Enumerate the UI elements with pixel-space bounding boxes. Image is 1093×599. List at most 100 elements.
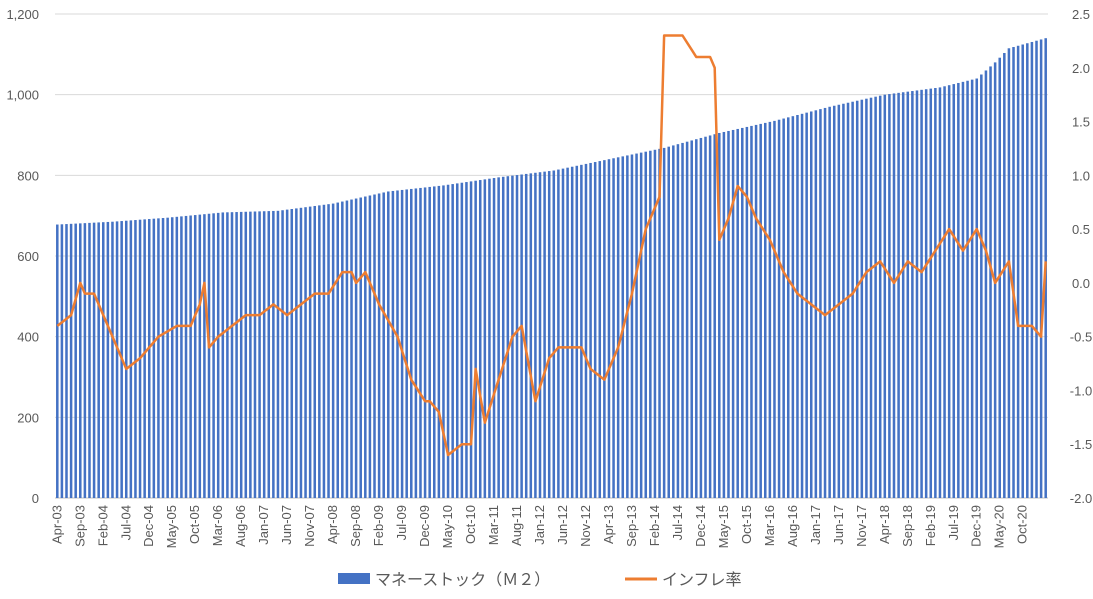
bar	[764, 122, 767, 499]
bar	[488, 178, 491, 498]
bar	[368, 195, 372, 498]
inflation-line	[56, 34, 1047, 457]
bar	[805, 112, 808, 498]
bar	[428, 186, 431, 498]
bar	[354, 198, 358, 498]
bar	[216, 212, 220, 498]
x-tick-label: Sep-18	[900, 505, 915, 547]
bar	[299, 207, 303, 498]
bar	[662, 147, 666, 498]
bar	[497, 177, 500, 498]
bar	[506, 176, 510, 499]
bar	[855, 100, 859, 498]
bar	[690, 140, 693, 498]
x-tick-label: May-20	[992, 505, 1007, 548]
bar	[966, 80, 969, 499]
bar	[166, 217, 169, 498]
bar	[911, 91, 914, 498]
bar	[474, 180, 477, 498]
right-tick-label: 1.0	[1072, 168, 1090, 183]
x-tick-label: Sep-03	[72, 505, 87, 547]
bar	[607, 159, 611, 498]
bar	[1012, 47, 1015, 498]
bar	[253, 211, 257, 498]
x-tick-label: Apr-03	[49, 505, 64, 544]
legend: マネーストック（Ｍ２） インフレ率	[338, 570, 742, 589]
bar	[708, 135, 712, 498]
left-tick-label: 1,000	[6, 88, 39, 103]
bar	[405, 189, 408, 498]
bar	[1021, 44, 1024, 499]
bar	[341, 201, 344, 499]
x-tick-label: Aug-06	[233, 505, 248, 547]
bar	[750, 125, 753, 499]
bar	[547, 171, 551, 498]
legend-label-m2: マネーストック（Ｍ２）	[375, 570, 550, 589]
x-tick-label: May-15	[716, 505, 731, 548]
bar	[616, 157, 620, 498]
bar	[483, 179, 487, 498]
bar	[129, 220, 133, 498]
right-tick-label: 1.5	[1072, 115, 1090, 130]
x-tick-label: Jun-12	[555, 505, 570, 545]
bar	[290, 209, 294, 499]
bar	[984, 70, 988, 498]
x-tick-label: Mar-16	[762, 505, 777, 546]
bar	[1035, 40, 1038, 499]
bar	[782, 118, 785, 499]
bar	[207, 213, 211, 498]
right-tick-label: -1.5	[1070, 437, 1092, 452]
bar	[570, 166, 574, 498]
bar	[410, 188, 413, 498]
legend-swatch-m2	[338, 573, 370, 584]
bar	[455, 183, 459, 498]
bar	[322, 204, 326, 498]
bar	[612, 158, 615, 498]
bar	[676, 144, 680, 498]
x-tick-label: Jun-17	[831, 505, 846, 545]
bar	[373, 194, 376, 498]
bar	[124, 220, 128, 499]
bar	[221, 212, 225, 498]
bar	[695, 139, 698, 498]
bar	[773, 120, 776, 498]
bar	[865, 98, 868, 498]
bar	[1016, 45, 1020, 498]
x-tick-label: May-10	[440, 505, 455, 548]
x-tick-label: Mar-11	[486, 505, 501, 545]
x-tick-label: Apr-08	[325, 505, 340, 544]
bar	[584, 163, 588, 498]
bar	[980, 74, 983, 498]
left-tick-label: 400	[17, 330, 39, 345]
bar	[957, 82, 960, 498]
bar	[97, 222, 100, 499]
right-tick-label: -2.0	[1070, 491, 1092, 506]
bar	[74, 223, 77, 499]
bar	[56, 224, 59, 499]
bar	[152, 218, 156, 499]
x-tick-label: Apr-13	[601, 505, 616, 544]
bar	[433, 186, 436, 499]
bar	[860, 99, 864, 498]
bar	[603, 160, 606, 498]
x-tick-label: Sep-08	[348, 505, 363, 547]
bar	[478, 180, 482, 499]
bar	[529, 173, 533, 498]
bar	[249, 211, 252, 498]
x-tick-label: Oct-10	[463, 505, 478, 544]
bar	[561, 168, 565, 498]
bar	[235, 212, 238, 498]
bar	[239, 211, 243, 498]
x-tick-label: Aug-11	[509, 505, 524, 546]
bar	[635, 153, 638, 498]
bar	[566, 167, 569, 499]
bar	[1026, 43, 1029, 498]
bar	[952, 84, 956, 499]
bar	[943, 86, 946, 499]
bar	[492, 178, 496, 498]
bar	[989, 66, 992, 498]
bar	[262, 211, 266, 499]
bar	[538, 172, 542, 498]
bar	[874, 96, 877, 498]
bar	[883, 94, 887, 499]
